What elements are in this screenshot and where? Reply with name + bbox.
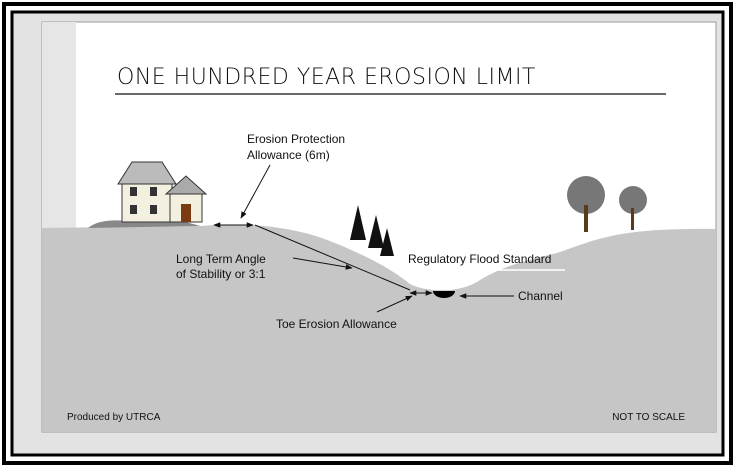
erosion-protection-line1: Erosion Protection <box>247 132 345 146</box>
long-term-angle-line2: of Stability or 3:1 <box>176 267 266 281</box>
diagram: ONE HUNDRED YEAR EROSION LIMIT Erosion P… <box>0 0 735 467</box>
flood-standard: Regulatory Flood Standard <box>408 252 551 266</box>
title: ONE HUNDRED YEAR EROSION LIMIT <box>117 65 536 90</box>
left-strip <box>42 22 76 228</box>
toe-erosion: Toe Erosion Allowance <box>276 317 397 331</box>
scale-note: NOT TO SCALE <box>612 412 685 423</box>
erosion-protection-line2: Allowance (6m) <box>247 148 330 162</box>
credit: Produced by UTRCA <box>67 412 161 423</box>
long-term-angle-line1: Long Term Angle <box>176 252 266 266</box>
channel-label: Channel <box>518 289 563 303</box>
